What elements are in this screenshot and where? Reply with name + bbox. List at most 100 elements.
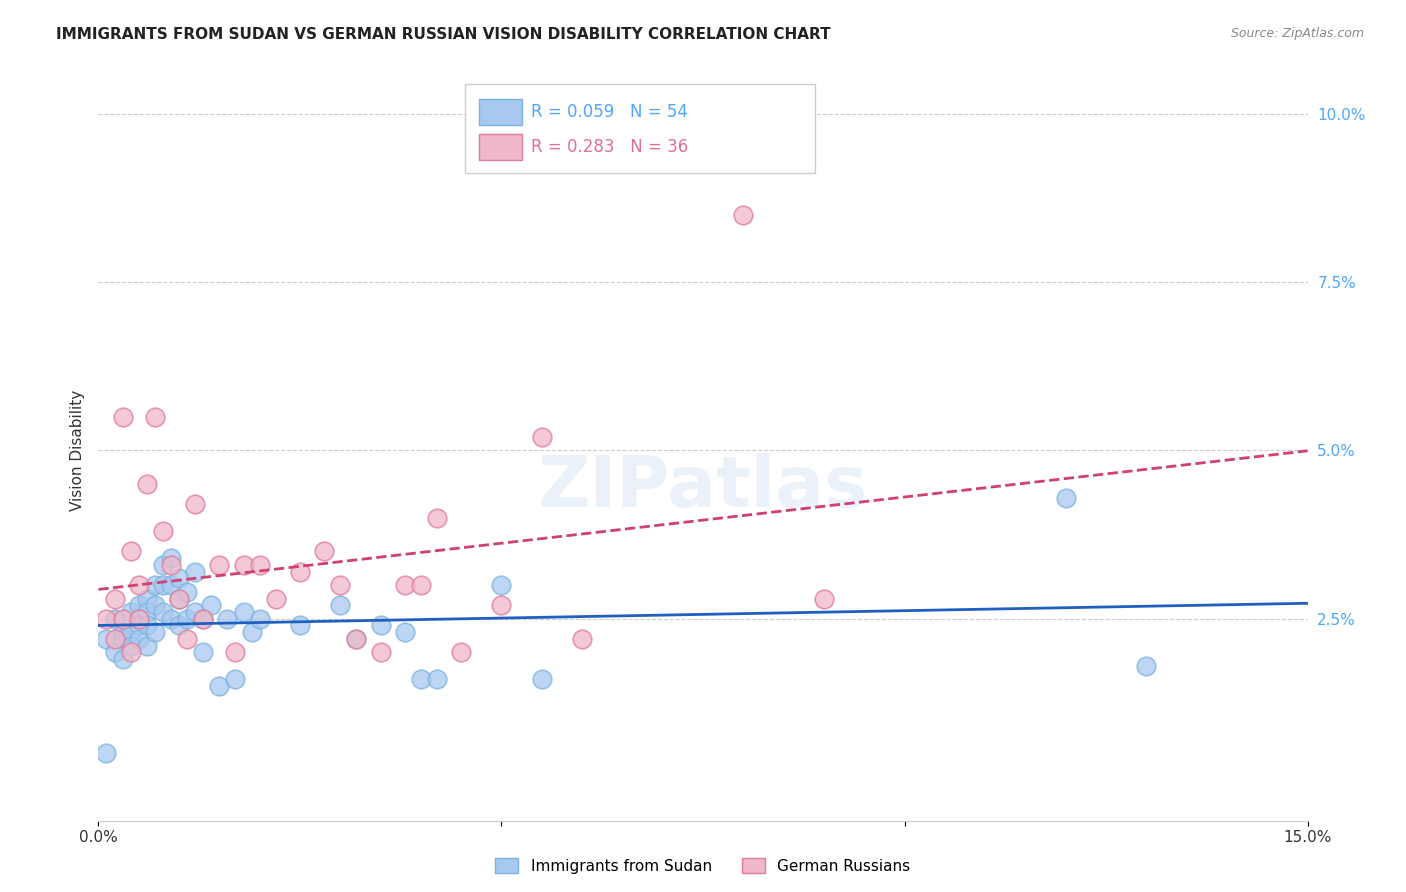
Point bbox=[160, 558, 183, 572]
Point bbox=[184, 565, 207, 579]
Point bbox=[184, 605, 207, 619]
Point bbox=[176, 632, 198, 646]
Point bbox=[249, 558, 271, 572]
Point bbox=[329, 599, 352, 613]
Point bbox=[120, 639, 142, 653]
Point bbox=[160, 578, 183, 592]
Point bbox=[143, 625, 166, 640]
Point bbox=[128, 599, 150, 613]
Point bbox=[249, 612, 271, 626]
Point bbox=[426, 673, 449, 687]
Point bbox=[111, 625, 134, 640]
Point bbox=[491, 599, 513, 613]
Point bbox=[120, 605, 142, 619]
Point bbox=[96, 747, 118, 761]
Text: R = 0.059   N = 54: R = 0.059 N = 54 bbox=[531, 103, 688, 121]
Point bbox=[450, 645, 472, 659]
Text: R = 0.283   N = 36: R = 0.283 N = 36 bbox=[531, 138, 689, 156]
Point bbox=[128, 618, 150, 632]
Point bbox=[167, 618, 190, 632]
Point bbox=[409, 578, 432, 592]
Point bbox=[128, 612, 150, 626]
Point bbox=[240, 625, 263, 640]
Point bbox=[1135, 658, 1157, 673]
Point bbox=[394, 578, 416, 592]
Point bbox=[344, 632, 367, 646]
Point bbox=[128, 612, 150, 626]
Point bbox=[224, 645, 246, 659]
Point bbox=[128, 578, 150, 592]
Point bbox=[103, 591, 125, 606]
Point bbox=[224, 673, 246, 687]
Point bbox=[193, 612, 215, 626]
Point bbox=[103, 612, 125, 626]
Point bbox=[103, 645, 125, 659]
Point bbox=[167, 591, 190, 606]
Point bbox=[135, 605, 157, 619]
Point bbox=[217, 612, 239, 626]
Point bbox=[167, 571, 190, 585]
Point bbox=[143, 599, 166, 613]
Point bbox=[135, 591, 157, 606]
Point bbox=[370, 618, 392, 632]
Point bbox=[152, 605, 174, 619]
Point bbox=[152, 524, 174, 539]
Point bbox=[232, 558, 254, 572]
Point bbox=[288, 618, 311, 632]
Point bbox=[264, 591, 287, 606]
Point bbox=[530, 430, 553, 444]
Point bbox=[733, 208, 755, 222]
Legend: Immigrants from Sudan, German Russians: Immigrants from Sudan, German Russians bbox=[489, 852, 917, 880]
Point bbox=[152, 558, 174, 572]
Bar bbox=[479, 99, 522, 126]
Point bbox=[176, 612, 198, 626]
Point bbox=[571, 632, 593, 646]
Point bbox=[111, 652, 134, 666]
Point bbox=[111, 612, 134, 626]
Point bbox=[96, 612, 118, 626]
Point bbox=[111, 409, 134, 424]
Point bbox=[120, 544, 142, 558]
Point bbox=[152, 578, 174, 592]
Point bbox=[200, 599, 222, 613]
Point bbox=[128, 632, 150, 646]
Point bbox=[143, 409, 166, 424]
Point bbox=[135, 477, 157, 491]
Point bbox=[208, 679, 231, 693]
Point bbox=[160, 612, 183, 626]
Text: ZIPatlas: ZIPatlas bbox=[538, 453, 868, 522]
Point bbox=[208, 558, 231, 572]
Point bbox=[288, 565, 311, 579]
FancyBboxPatch shape bbox=[465, 84, 815, 173]
Point bbox=[111, 632, 134, 646]
Text: Source: ZipAtlas.com: Source: ZipAtlas.com bbox=[1230, 27, 1364, 40]
Point bbox=[426, 510, 449, 524]
Point bbox=[103, 632, 125, 646]
Point bbox=[344, 632, 367, 646]
Point bbox=[135, 618, 157, 632]
Point bbox=[314, 544, 336, 558]
Point bbox=[232, 605, 254, 619]
Point bbox=[409, 673, 432, 687]
Point bbox=[370, 645, 392, 659]
Point bbox=[813, 591, 835, 606]
Point bbox=[1054, 491, 1077, 505]
Point bbox=[193, 645, 215, 659]
Point bbox=[135, 639, 157, 653]
Point bbox=[120, 625, 142, 640]
Point bbox=[120, 645, 142, 659]
Point bbox=[184, 497, 207, 511]
Y-axis label: Vision Disability: Vision Disability bbox=[69, 390, 84, 511]
Point bbox=[329, 578, 352, 592]
Text: IMMIGRANTS FROM SUDAN VS GERMAN RUSSIAN VISION DISABILITY CORRELATION CHART: IMMIGRANTS FROM SUDAN VS GERMAN RUSSIAN … bbox=[56, 27, 831, 42]
Point bbox=[394, 625, 416, 640]
Point bbox=[160, 551, 183, 566]
Point bbox=[176, 584, 198, 599]
Bar bbox=[479, 134, 522, 161]
Point bbox=[143, 578, 166, 592]
Point bbox=[167, 591, 190, 606]
Point bbox=[96, 632, 118, 646]
Point bbox=[530, 673, 553, 687]
Point bbox=[193, 612, 215, 626]
Point bbox=[491, 578, 513, 592]
